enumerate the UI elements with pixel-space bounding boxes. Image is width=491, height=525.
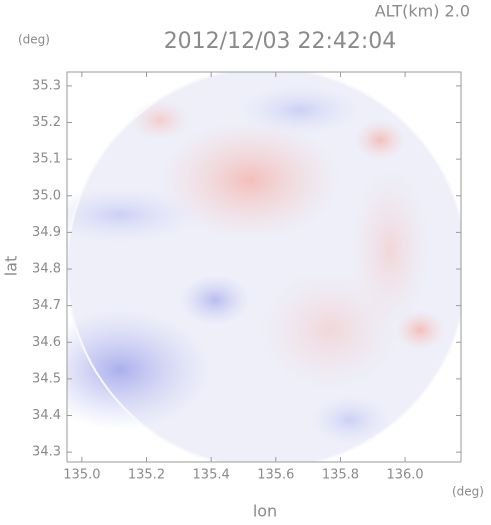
x-tick-label: 135.4 bbox=[193, 468, 230, 483]
y-tick-label: 35.1 bbox=[32, 152, 61, 167]
y-tick-label: 34.5 bbox=[32, 371, 61, 386]
plot-frame bbox=[66, 71, 462, 463]
y-tick-label: 35.2 bbox=[32, 115, 61, 130]
y-tick-label: 34.8 bbox=[32, 262, 61, 277]
y-tick-label: 34.4 bbox=[32, 408, 61, 423]
y-tick-label: 34.6 bbox=[32, 335, 61, 350]
x-unit: (deg) bbox=[452, 485, 484, 499]
chart-title: 2012/12/03 22:42:04 bbox=[164, 29, 397, 54]
x-tick-label: 135.8 bbox=[322, 468, 359, 483]
x-tick-label: 136.0 bbox=[386, 468, 423, 483]
y-unit: (deg) bbox=[18, 33, 50, 47]
x-tick-label: 135.0 bbox=[63, 468, 100, 483]
y-tick-label: 34.9 bbox=[32, 225, 61, 240]
radar-field bbox=[67, 72, 461, 462]
y-tick-label: 34.7 bbox=[32, 298, 61, 313]
x-tick-label: 135.2 bbox=[128, 468, 165, 483]
y-tick-label: 35.0 bbox=[32, 188, 61, 203]
y-tick-label: 35.3 bbox=[32, 78, 61, 93]
y-tick-label: 34.3 bbox=[32, 445, 61, 460]
y-axis-label: lat bbox=[2, 256, 21, 277]
x-tick-label: 135.6 bbox=[257, 468, 294, 483]
altitude-label: ALT(km) 2.0 bbox=[375, 2, 470, 21]
x-axis-label: lon bbox=[253, 502, 277, 521]
